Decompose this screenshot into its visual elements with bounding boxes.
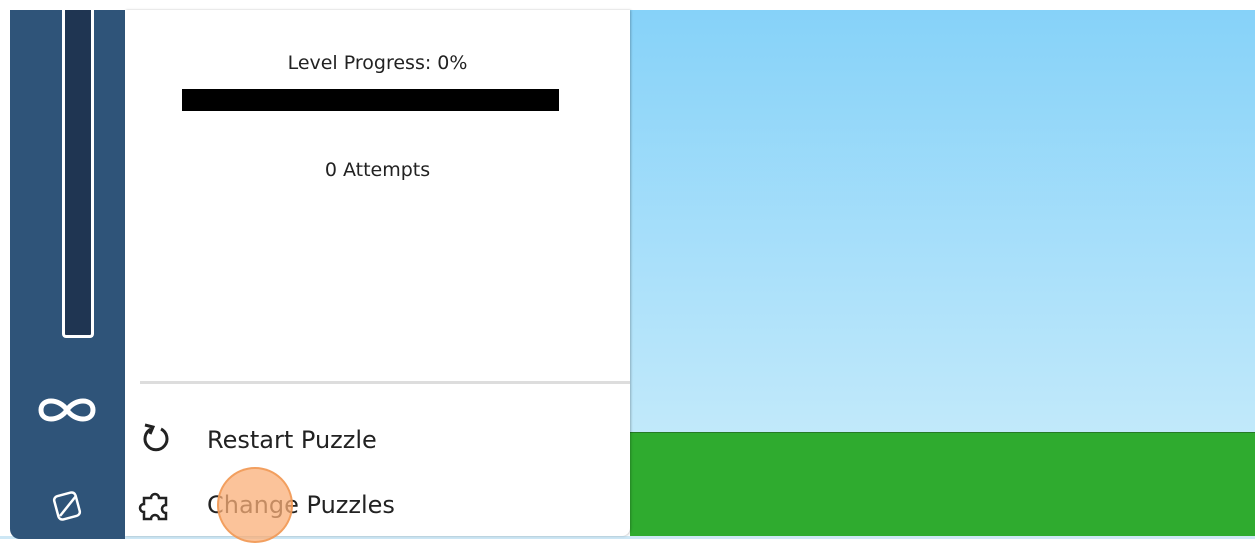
divider bbox=[140, 381, 630, 384]
restart-icon[interactable] bbox=[139, 421, 175, 457]
progress-bar bbox=[182, 89, 559, 111]
attempts: 0 Attempts bbox=[125, 159, 630, 181]
puzzle-icon[interactable] bbox=[138, 488, 174, 524]
sidebar bbox=[10, 10, 125, 539]
meter bbox=[62, 10, 94, 338]
side-panel: Level Progress: 0% 0 Attempts Restart Pu… bbox=[125, 10, 630, 536]
menu-item[interactable]: Restart Puzzle bbox=[207, 426, 377, 454]
sky bbox=[630, 10, 1255, 432]
infinity-icon[interactable] bbox=[35, 393, 99, 427]
edit-icon[interactable] bbox=[50, 488, 84, 524]
cursor-highlight bbox=[217, 467, 293, 543]
progress-label: Level Progress: 0% bbox=[125, 52, 630, 74]
screen: Level Progress: 0% 0 Attempts Restart Pu… bbox=[0, 0, 1255, 539]
ground bbox=[630, 432, 1255, 537]
